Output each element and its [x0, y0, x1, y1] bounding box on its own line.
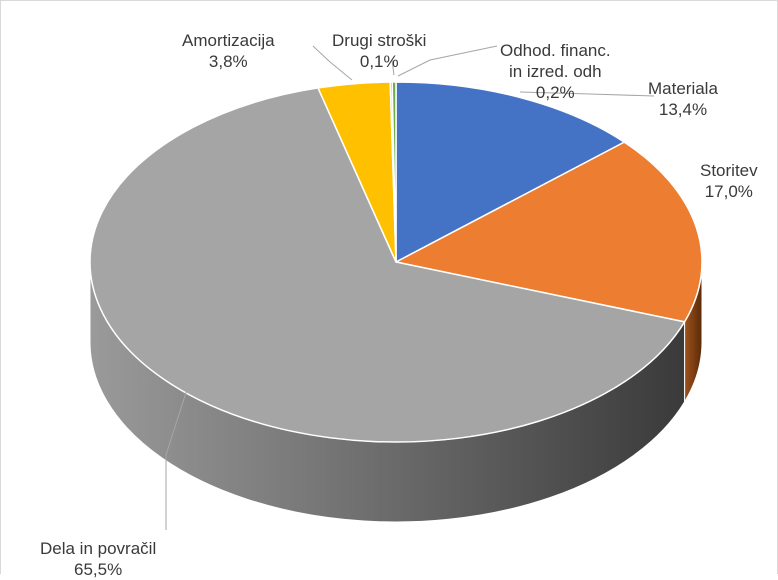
label-dela-value: 65,5% [74, 560, 123, 579]
leader-amortizacija [312, 45, 353, 81]
label-storitev: Storitev 17,0% [700, 160, 758, 202]
label-amortizacija-name: Amortizacija [182, 31, 275, 50]
label-drugi-value: 0,1% [359, 52, 399, 71]
label-dela-name: Dela in povračil [40, 539, 157, 558]
leader-odhod [397, 45, 498, 77]
slice-odhod [391, 81, 397, 263]
label-drugi-name: Drugi stroški [332, 31, 427, 50]
label-materiala-value: 13,4% [658, 100, 708, 119]
leader-dela [165, 379, 191, 530]
label-storitev-value: 17,0% [704, 182, 753, 201]
label-odhod-line1: Odhod. financ. [500, 41, 611, 60]
slice-materiala [395, 81, 626, 263]
label-odhod-value: 0,2% [535, 83, 575, 102]
label-drugi-stroski: Drugi stroški 0,1% [332, 30, 426, 72]
slice-dela [89, 87, 686, 443]
label-materiala: Materiala 13,4% [648, 78, 718, 120]
label-amortizacija-value: 3,8% [208, 52, 248, 71]
label-odhod-line2: in izred. odh [508, 62, 602, 81]
slice-storitev [395, 141, 703, 323]
label-amortizacija: Amortizacija 3,8% [182, 30, 275, 72]
leader-drugi [391, 59, 395, 76]
label-odhod: Odhod. financ. in izred. odh 0,2% [500, 40, 611, 103]
label-materiala-name: Materiala [648, 79, 718, 98]
leader-materiala [519, 91, 655, 97]
label-storitev-name: Storitev [700, 161, 758, 180]
